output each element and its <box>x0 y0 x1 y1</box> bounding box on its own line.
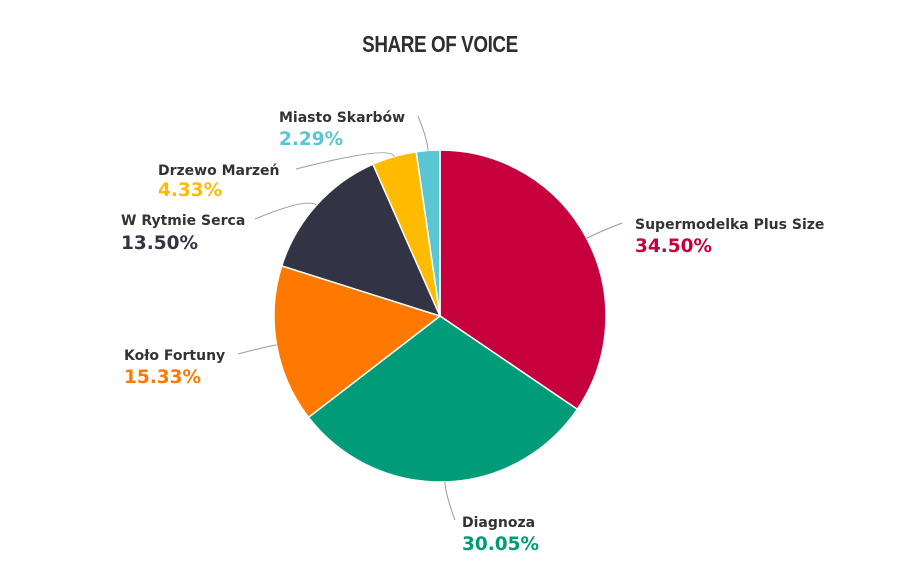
slice-label-supermodelka-plus-size: Supermodelka Plus Size <box>635 217 824 233</box>
slice-label-diagnoza: Diagnoza <box>462 515 535 531</box>
leader-line-kolo-fortuny <box>237 344 277 355</box>
leader-line-w-rytmie-serca <box>254 202 317 220</box>
slice-label-drzewo-marzen: Drzewo Marzeń <box>158 163 280 179</box>
slice-labels: Supermodelka Plus Size 34.50% Diagnoza 30.0… <box>121 110 824 555</box>
slice-label-miasto-skarbow: Miasto Skarbów <box>279 110 405 126</box>
slice-label-kolo-fortuny: Koło Fortuny <box>124 348 225 364</box>
leader-line-miasto-skarbow <box>417 115 429 151</box>
leader-line-drzewo-marzen <box>295 152 395 170</box>
pie-slice-kolo-fortuny <box>273 264 442 419</box>
slice-value-kolo-fortuny: 15.33% <box>124 367 201 388</box>
chart-title: SHARE OF VOICE <box>362 31 518 57</box>
slice-value-diagnoza: 30.05% <box>462 534 539 555</box>
slice-value-supermodelka-plus-size: 34.50% <box>635 236 712 257</box>
slice-value-miasto-skarbow: 2.29% <box>279 129 343 150</box>
pie-slices <box>273 149 607 483</box>
leader-line-diagnoza <box>444 481 456 521</box>
slice-value-drzewo-marzen: 4.33% <box>158 180 222 201</box>
leader-line-supermodelka-plus-size <box>586 222 623 239</box>
leader-lines <box>237 115 623 521</box>
pie-slice-supermodelka-plus-size <box>439 149 607 411</box>
slice-label-w-rytmie-serca: W Rytmie Serca <box>121 213 245 229</box>
slice-value-w-rytmie-serca: 13.50% <box>121 233 198 254</box>
pie-slice-diagnoza <box>307 315 579 483</box>
